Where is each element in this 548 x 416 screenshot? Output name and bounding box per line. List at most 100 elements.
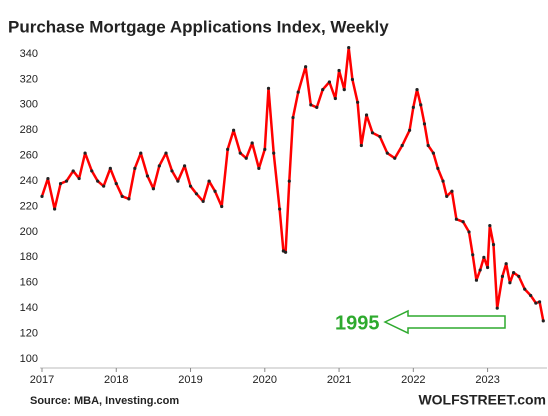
data-point	[201, 199, 205, 204]
data-point	[485, 265, 490, 270]
y-tick-label: 120	[20, 327, 38, 339]
data-point	[419, 103, 423, 107]
y-tick-label: 200	[20, 226, 38, 238]
data-point	[304, 65, 308, 69]
data-point	[511, 270, 516, 275]
data-point	[194, 192, 199, 196]
data-point	[291, 115, 295, 120]
x-tick-label: 2020	[253, 374, 277, 386]
brand: WOLFSTREET.com	[418, 392, 546, 408]
data-point	[500, 274, 505, 278]
y-tick-label: 240	[20, 175, 38, 187]
data-point	[46, 176, 50, 181]
data-point	[474, 278, 479, 282]
data-point	[114, 182, 118, 186]
annotation: 1995	[335, 312, 380, 334]
data-point	[40, 194, 44, 198]
data-point	[327, 80, 332, 84]
data-point	[120, 194, 124, 198]
data-point	[488, 223, 492, 228]
data-point	[350, 77, 355, 82]
data-point	[333, 96, 337, 101]
data-point	[450, 189, 454, 193]
data-point	[347, 46, 351, 50]
data-point	[182, 164, 187, 168]
data-point	[356, 100, 360, 104]
y-tick-label: 180	[20, 251, 38, 263]
y-tick-label: 140	[20, 302, 38, 314]
data-point	[250, 141, 254, 145]
data-point	[321, 87, 325, 92]
data-point	[71, 169, 75, 173]
x-tick-label: 2023	[475, 374, 499, 386]
data-point	[359, 143, 363, 148]
data-point	[220, 204, 224, 209]
data-point	[151, 187, 155, 191]
data-point	[495, 306, 499, 310]
x-tick-label: 2022	[401, 374, 425, 386]
data-point	[139, 151, 143, 155]
data-point	[478, 268, 482, 272]
data-point	[96, 179, 100, 183]
data-point	[436, 166, 440, 170]
data-point	[467, 230, 471, 234]
data-point	[133, 166, 137, 170]
data-point	[537, 300, 542, 304]
data-point	[188, 184, 193, 188]
data-point	[337, 68, 341, 73]
data-point	[529, 293, 533, 298]
data-point	[523, 287, 527, 291]
data-point	[108, 166, 112, 170]
data-point	[145, 174, 150, 178]
data-point	[393, 156, 397, 160]
data-point	[244, 156, 248, 160]
y-tick-label: 340	[20, 48, 38, 60]
data-point	[385, 151, 389, 155]
y-tick-label: 220	[20, 200, 38, 212]
data-point	[90, 169, 94, 173]
data-point	[422, 122, 427, 126]
data-point	[491, 243, 496, 247]
data-point	[415, 87, 419, 92]
x-tick-label: 2021	[327, 374, 351, 386]
data-point	[378, 135, 382, 139]
data-point	[517, 274, 521, 278]
data-point	[364, 113, 369, 117]
x-tick-label: 2018	[104, 374, 128, 386]
data-point	[411, 105, 415, 109]
data-point	[207, 179, 211, 183]
data-point	[157, 164, 161, 168]
data-point	[263, 147, 267, 151]
data-point	[170, 169, 174, 173]
data-point	[471, 253, 475, 257]
data-point	[287, 179, 291, 183]
data-point	[226, 147, 230, 151]
data-point	[504, 262, 508, 266]
data-point	[309, 103, 313, 107]
data-point	[370, 131, 375, 135]
data-point	[164, 151, 168, 155]
source: Source: MBA, Investing.com	[30, 395, 179, 407]
data-point	[176, 179, 180, 183]
data-point	[238, 151, 242, 155]
data-point	[127, 197, 131, 201]
data-point	[534, 301, 538, 305]
data-point	[315, 105, 319, 109]
data-point	[541, 319, 545, 323]
data-point	[64, 179, 69, 183]
x-tick-label: 2019	[178, 374, 202, 386]
data-point	[58, 182, 63, 186]
data-point	[213, 189, 217, 193]
y-tick-label: 280	[20, 124, 38, 136]
data-point	[283, 250, 288, 254]
y-tick-label: 160	[20, 277, 38, 289]
data-point	[296, 90, 300, 94]
data-point	[426, 143, 430, 148]
data-point	[102, 184, 106, 188]
data-point	[257, 166, 261, 170]
y-tick-label: 260	[20, 150, 38, 162]
data-point	[272, 151, 276, 155]
data-point	[266, 86, 271, 90]
x-tick-label: 2017	[30, 374, 54, 386]
